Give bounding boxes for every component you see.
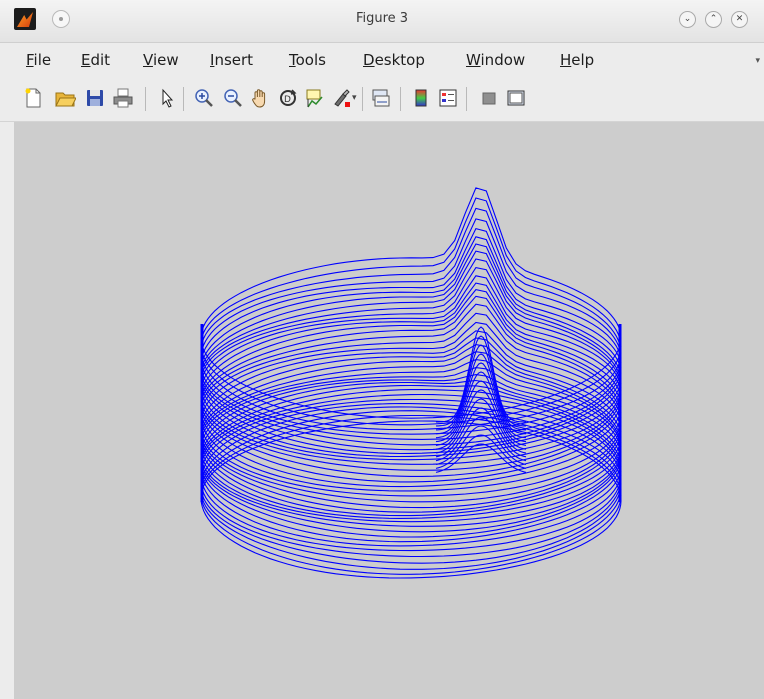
peak-contour-line — [436, 335, 526, 427]
zoom-out-icon[interactable] — [222, 87, 244, 109]
window-left-border — [0, 122, 14, 699]
peak-contour-line — [435, 398, 527, 454]
contour-line — [200, 197, 622, 426]
new-figure-icon[interactable] — [22, 87, 44, 109]
print-icon[interactable] — [112, 87, 134, 109]
window-title: Figure 3 — [355, 11, 409, 26]
brush-icon[interactable] — [330, 87, 352, 109]
menu-file[interactable]: File — [26, 51, 52, 69]
peak-contour-line — [435, 380, 527, 446]
hide-plot-tools-icon[interactable] — [478, 87, 500, 109]
colorbar-icon[interactable] — [410, 87, 432, 109]
menu-desktop[interactable]: Desktop — [363, 51, 425, 69]
pin-button[interactable] — [52, 10, 70, 28]
chevron-down-icon: ⌄ — [683, 14, 692, 24]
maximize-button[interactable]: ⌃ — [705, 11, 722, 28]
peak-contour-line — [435, 362, 527, 439]
contour-line — [200, 207, 622, 431]
peak-contour-line — [435, 344, 527, 431]
rotate-3d-icon[interactable]: D — [277, 87, 299, 109]
save-icon[interactable] — [84, 87, 106, 109]
peak-contour-line — [435, 353, 527, 435]
peak-contour-line — [435, 443, 527, 473]
contour-line — [200, 187, 622, 419]
data-cursor-icon[interactable] — [304, 87, 326, 109]
minimize-button[interactable]: ⌄ — [679, 11, 696, 28]
close-icon: ✕ — [735, 14, 744, 24]
open-file-icon[interactable] — [54, 87, 77, 109]
peak-contour-line — [435, 425, 527, 466]
link-plot-icon[interactable] — [370, 87, 392, 109]
peak-contour-line — [435, 434, 527, 469]
peak-contour-line — [435, 326, 527, 423]
peak-contour-line — [435, 389, 527, 450]
brush-dropdown-icon[interactable]: ▾ — [352, 93, 357, 103]
toolbar-overflow-icon[interactable]: ▾ — [755, 56, 760, 66]
peak-contour-line — [435, 416, 527, 462]
close-button[interactable]: ✕ — [731, 11, 748, 28]
contour3-plot[interactable] — [14, 122, 764, 699]
contour-line — [200, 384, 622, 538]
menu-window[interactable]: Window — [466, 51, 526, 69]
peak-contour-line — [435, 371, 527, 443]
chevron-up-icon: ⌃ — [709, 14, 718, 24]
menu-bar: File Edit View Insert Tools Desktop Wind… — [0, 43, 764, 75]
contour-line — [200, 374, 622, 527]
show-plot-tools-icon[interactable] — [505, 87, 527, 109]
figure-canvas[interactable] — [14, 122, 764, 699]
window-titlebar[interactable]: Figure 3 ⌄ ⌃ ✕ — [0, 0, 764, 43]
pointer-icon[interactable] — [156, 87, 178, 109]
figure-toolbar: D ▾ — [0, 75, 764, 122]
menu-insert[interactable]: Insert — [210, 51, 254, 69]
svg-text:D: D — [284, 95, 291, 105]
menu-tools[interactable]: Tools — [289, 51, 326, 69]
pan-hand-icon[interactable] — [249, 87, 271, 109]
legend-icon[interactable] — [437, 87, 459, 109]
menu-help[interactable]: Help — [560, 51, 595, 69]
menu-view[interactable]: View — [143, 51, 179, 69]
matlab-logo-icon — [14, 8, 36, 30]
peak-contour-line — [435, 407, 527, 458]
zoom-in-icon[interactable] — [193, 87, 215, 109]
menu-edit[interactable]: Edit — [81, 51, 111, 69]
